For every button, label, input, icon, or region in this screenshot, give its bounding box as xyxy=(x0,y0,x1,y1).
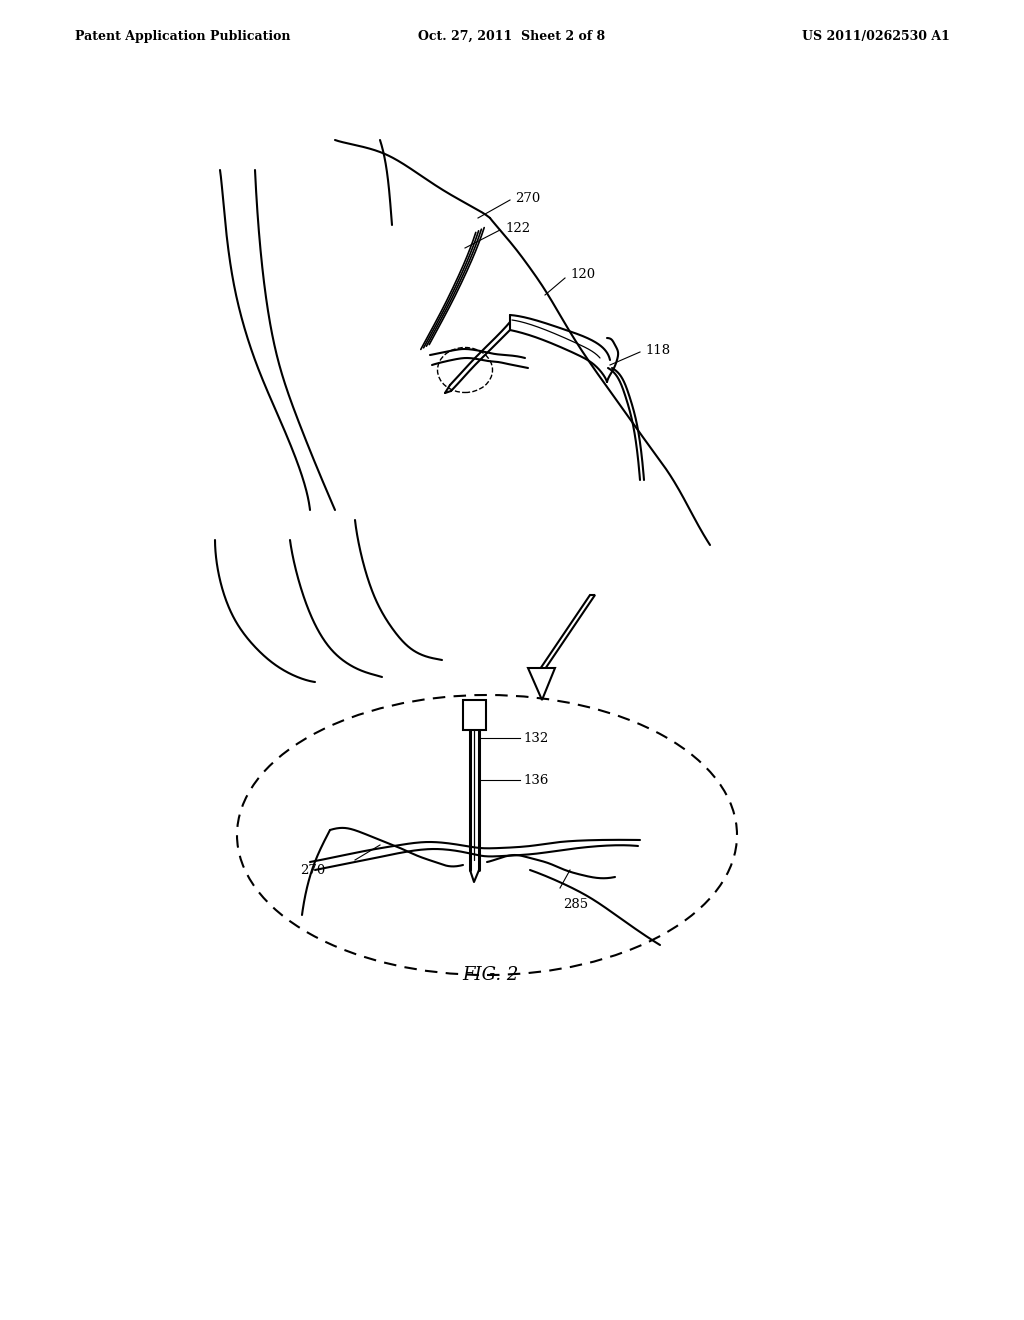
Text: 120: 120 xyxy=(570,268,595,281)
Polygon shape xyxy=(528,668,555,700)
Text: 136: 136 xyxy=(523,774,549,787)
Polygon shape xyxy=(538,595,595,672)
Text: 270: 270 xyxy=(515,191,541,205)
Text: FIG. 2: FIG. 2 xyxy=(462,966,518,983)
Text: 132: 132 xyxy=(523,731,548,744)
Text: 285: 285 xyxy=(563,899,588,912)
Polygon shape xyxy=(463,700,486,730)
Text: US 2011/0262530 A1: US 2011/0262530 A1 xyxy=(802,30,950,44)
Text: 122: 122 xyxy=(505,222,530,235)
Text: 118: 118 xyxy=(645,343,670,356)
Text: Oct. 27, 2011  Sheet 2 of 8: Oct. 27, 2011 Sheet 2 of 8 xyxy=(419,30,605,44)
Text: 270: 270 xyxy=(300,863,326,876)
Text: Patent Application Publication: Patent Application Publication xyxy=(75,30,291,44)
